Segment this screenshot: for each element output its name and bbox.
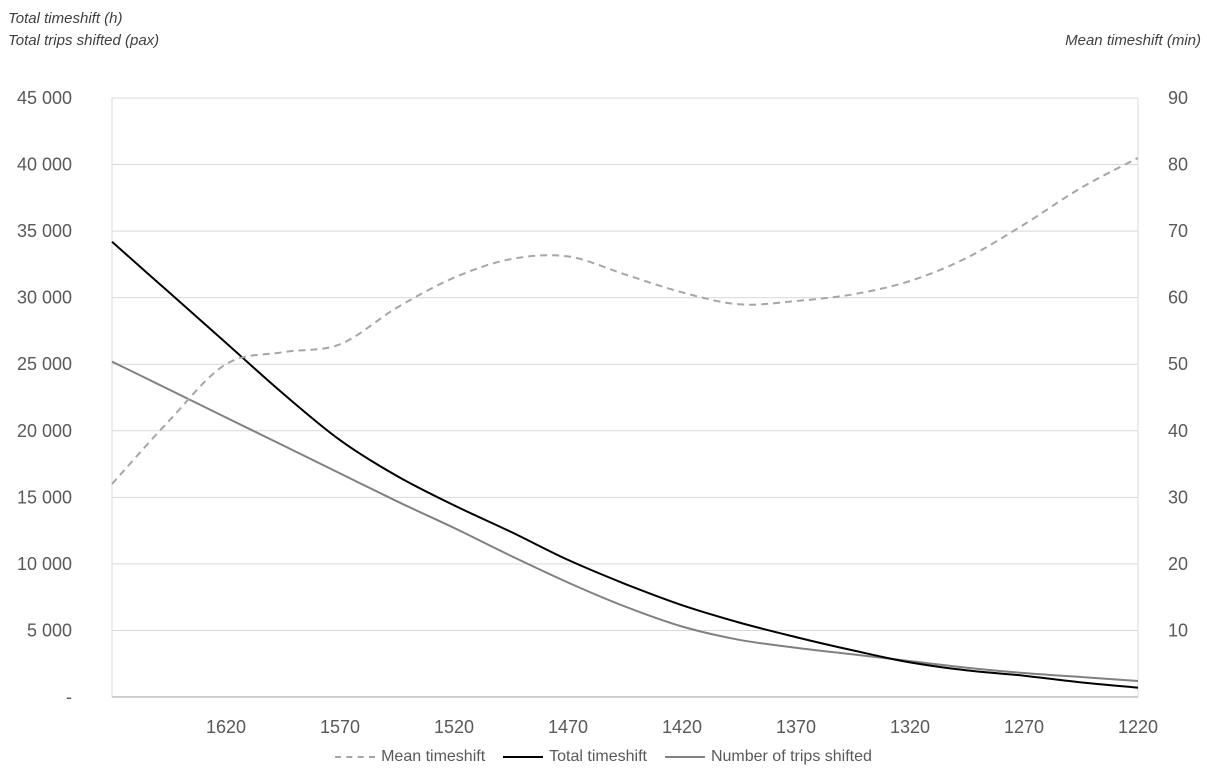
x-tick-label: 1520: [434, 717, 474, 737]
y-left-tick-label: 45 000: [17, 88, 72, 108]
legend-item-trips-shifted: Number of trips shifted: [664, 748, 872, 766]
x-tick-label: 1370: [776, 717, 816, 737]
y-right-tick-label: 80: [1168, 155, 1188, 175]
y-right-tick-label: 60: [1168, 288, 1188, 308]
legend-swatch-trips-shifted: [664, 756, 705, 758]
y-right-tick-label: 20: [1168, 554, 1188, 574]
y-left-tick-label: 20 000: [17, 421, 72, 441]
y-left-tick-label: 40 000: [17, 155, 72, 175]
y-right-tick-label: 10: [1168, 620, 1188, 640]
x-tick-label: 1270: [1004, 717, 1044, 737]
legend-item-mean-timeshift: Mean timeshift: [335, 748, 485, 766]
y-left-tick-label: 15 000: [17, 487, 72, 507]
x-tick-label: 1570: [320, 717, 360, 737]
x-tick-label: 1320: [890, 717, 930, 737]
left-axis-title-1: Total timeshift (h): [8, 10, 123, 27]
legend-item-total-timeshift: Total timeshift: [503, 748, 647, 766]
y-left-tick-label: 5 000: [27, 620, 72, 640]
legend-swatch-mean-timeshift: [335, 756, 376, 758]
series-line-mean-timeshift: [111, 157, 1139, 485]
y-right-tick-label: 30: [1168, 487, 1188, 507]
x-tick-label: 1420: [662, 717, 702, 737]
legend-label-mean-timeshift: Mean timeshift: [381, 748, 486, 765]
y-left-tick-label: 25 000: [17, 354, 72, 374]
x-tick-label: 1220: [1118, 717, 1158, 737]
gridlines: [112, 97, 1138, 631]
legend-swatch-total-timeshift: [503, 756, 544, 758]
series-lines: [111, 157, 1139, 689]
right-axis-title: Mean timeshift (min): [1065, 32, 1201, 49]
y-right-tick-label: 70: [1168, 221, 1188, 241]
x-tick-label: 1470: [548, 717, 588, 737]
series-line-total-timeshift: [111, 241, 1139, 689]
y-right-tick-label: 40: [1168, 421, 1188, 441]
y-right-tick-label: 90: [1168, 88, 1188, 108]
left-axis-title-2: Total trips shifted (pax): [8, 32, 160, 49]
x-tick-label: 1620: [206, 717, 246, 737]
y-left-tick-label: 30 000: [17, 288, 72, 308]
series-line-number-of-trips-shifted: [111, 360, 1139, 682]
legend-label-trips-shifted: Number of trips shifted: [710, 748, 872, 765]
y-right-tick-label: 50: [1168, 354, 1188, 374]
y-left-tick-label: 10 000: [17, 554, 72, 574]
tick-labels: - 5 000 10 10 000 20 15 000 30 20 000 40 25 000 50…: [17, 88, 1188, 737]
y-left-tick-label: 35 000: [17, 221, 72, 241]
legend: Mean timeshift Total timeshift Number of…: [0, 748, 1207, 766]
y-left-tick-label: -: [66, 687, 72, 707]
axes: [111, 98, 1139, 698]
legend-label-total-timeshift: Total timeshift: [549, 748, 647, 765]
